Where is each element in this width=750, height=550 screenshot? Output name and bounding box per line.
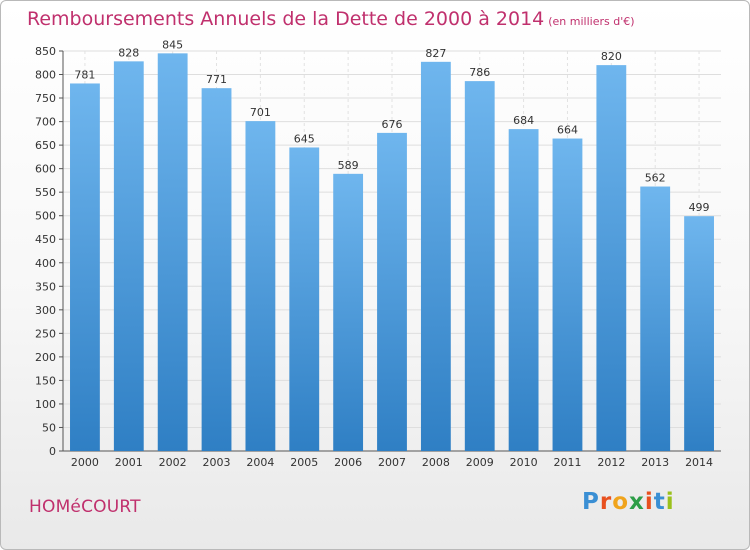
bar-2004 (245, 121, 276, 451)
x-tick-label: 2012 (597, 456, 625, 469)
bar-2011 (552, 138, 583, 451)
y-tick-label: 250 (35, 327, 56, 340)
bar-2010 (508, 129, 539, 451)
x-tick-label: 2002 (159, 456, 187, 469)
y-tick-label: 300 (35, 304, 56, 317)
y-tick-label: 600 (35, 163, 56, 176)
y-tick-label: 400 (35, 257, 56, 270)
y-tick-label: 550 (35, 186, 56, 199)
bar-2006 (333, 173, 364, 451)
bar-2005 (289, 147, 320, 451)
bar-value-label: 499 (689, 201, 710, 214)
bar-2001 (113, 61, 144, 452)
chart-title-text: Remboursements Annuels de la Dette de 20… (27, 8, 545, 30)
bar-value-label: 771 (206, 73, 227, 86)
logo-letter: r (599, 489, 613, 515)
y-tick-label: 150 (35, 374, 56, 387)
y-tick-label: 450 (35, 233, 56, 246)
logo-letter: i (665, 489, 675, 515)
y-tick-label: 650 (35, 139, 56, 152)
x-tick-label: 2006 (334, 456, 362, 469)
bar-value-label: 820 (601, 50, 622, 63)
logo-letter: t (653, 489, 666, 515)
x-tick-label: 2007 (378, 456, 406, 469)
x-tick-label: 2010 (510, 456, 538, 469)
bar-value-label: 664 (557, 124, 578, 137)
x-tick-label: 2009 (466, 456, 494, 469)
bar-2008 (420, 61, 451, 452)
logo-letter: P (582, 489, 600, 515)
x-tick-label: 2001 (115, 456, 143, 469)
x-tick-label: 2003 (203, 456, 231, 469)
bar-value-label: 589 (338, 159, 359, 172)
x-tick-label: 2000 (71, 456, 99, 469)
bar-value-label: 701 (250, 106, 271, 119)
y-tick-label: 800 (35, 69, 56, 82)
bar-2003 (201, 88, 232, 452)
bar-2009 (464, 81, 495, 451)
y-tick-label: 500 (35, 210, 56, 223)
bar-value-label: 786 (469, 66, 490, 79)
bar-value-label: 645 (294, 132, 315, 145)
bar-value-label: 827 (425, 47, 446, 60)
bar-value-label: 676 (382, 118, 403, 131)
bar-2007 (377, 132, 407, 451)
x-tick-label: 2014 (685, 456, 713, 469)
logo-letter: x (629, 489, 645, 515)
bar-2002 (157, 53, 188, 452)
y-tick-label: 0 (49, 445, 56, 458)
bar-2012 (596, 65, 627, 451)
y-tick-label: 200 (35, 351, 56, 364)
x-tick-label: 2005 (290, 456, 318, 469)
logo-letter: i (644, 489, 654, 515)
proxiti-logo: Proxiti (582, 489, 675, 515)
bar-value-labels: 781 828 845 771 701 645 589 676 827 786 684 664 820 5… (74, 38, 709, 214)
y-tick-label: 350 (35, 280, 56, 293)
bar-value-label: 845 (162, 38, 183, 51)
chart-title: Remboursements Annuels de la Dette de 20… (27, 8, 635, 30)
x-tick-label: 2011 (553, 456, 581, 469)
y-tick-label: 100 (35, 398, 56, 411)
x-tick-label: 2013 (641, 456, 669, 469)
y-tick-label: 700 (35, 116, 56, 129)
bar-2014 (684, 216, 714, 451)
y-tick-label: 850 (35, 45, 56, 58)
commune-name: HOMéCOURT (29, 497, 141, 517)
y-tick-label: 50 (42, 421, 56, 434)
chart-subtitle: (en milliers d'€) (548, 15, 635, 28)
bar-value-label: 828 (118, 46, 139, 59)
bar-value-label: 781 (74, 68, 95, 81)
bar-2000 (70, 83, 100, 452)
y-tick-label: 750 (35, 92, 56, 105)
logo-letter: o (612, 489, 630, 515)
bar-value-label: 562 (645, 172, 666, 185)
bar-value-label: 684 (513, 114, 534, 127)
x-tick-label: 2008 (422, 456, 450, 469)
bars (70, 53, 714, 452)
bar-2013 (640, 186, 671, 451)
x-tick-label: 2004 (246, 456, 274, 469)
